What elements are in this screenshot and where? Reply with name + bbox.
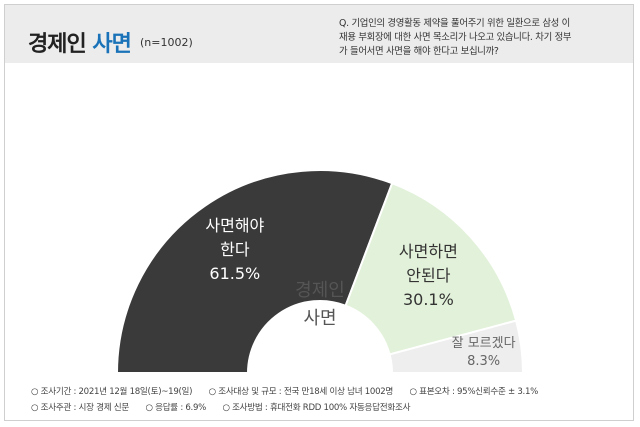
footer-response-rate: ○ 응답률 : 6.9%	[145, 403, 206, 413]
slice-category-label: 사면하면	[399, 242, 458, 261]
title-main-text: 경제인	[28, 32, 87, 57]
footer-survey-method: ○ 조사방법 : 휴대전화 RDD 100% 자동응답전화조사	[222, 403, 411, 413]
page-title: 경제인 사면	[28, 26, 132, 58]
slice-value-label: 61.5%	[209, 264, 260, 283]
slice-category-label: 한다	[220, 240, 250, 259]
slice-category-label: 사면해야	[205, 216, 264, 235]
question-line: 재용 부회장에 대한 사면 목소리가 나오고 있습니다. 차기 정부	[339, 32, 572, 43]
question-line: 가 들어서면 사면을 해야 한다고 보십니까?	[339, 46, 499, 57]
header-bar: 경제인 사면 (n=1002) Q. 기업인의 경영활동 제약을 풀어주기 위한…	[5, 5, 633, 63]
slice-value-label: 8.3%	[467, 354, 500, 369]
footer-row-2: ○ 조사주관 : 시장 경제 신문 ○ 응답률 : 6.9% ○ 조사방법 : …	[31, 400, 621, 416]
footer-survey-org: ○ 조사주관 : 시장 경제 신문	[31, 403, 130, 413]
footer-row-1: ○ 조사기간 : 2021년 12월 18일(토)~19(일) ○ 조사대상 및…	[31, 384, 621, 400]
pie-slice	[344, 181, 518, 356]
survey-question: Q. 기업인의 경영활동 제약을 풀어주기 위한 일환으로 삼성 이 재용 부회…	[339, 17, 635, 59]
sample-size: (n=1002)	[140, 36, 193, 49]
footer-margin-error: ○ 표본오차 : 95%신뢰수준 ± 3.1%	[409, 387, 539, 397]
pie-slice	[388, 319, 525, 374]
slice-category-label: 잘 모르겠다	[452, 336, 516, 351]
footer-survey-period: ○ 조사기간 : 2021년 12월 18일(토)~19(일)	[31, 387, 193, 397]
title-accent-text: 사면	[92, 32, 131, 57]
pie-slice	[115, 169, 394, 374]
survey-footer: ○ 조사기간 : 2021년 12월 18일(토)~19(일) ○ 조사대상 및…	[31, 384, 621, 416]
slice-category-label: 안된다	[406, 266, 450, 285]
footer-survey-target: ○ 조사대상 및 규모 : 전국 만18세 이상 남녀 1002명	[208, 387, 394, 397]
center-label-line1: 경제인	[295, 280, 345, 301]
question-line: Q. 기업인의 경영활동 제약을 풀어주기 위한 일환으로 삼성 이	[339, 18, 571, 29]
center-label-line2: 사면	[303, 308, 336, 329]
slice-value-label: 30.1%	[403, 290, 454, 309]
